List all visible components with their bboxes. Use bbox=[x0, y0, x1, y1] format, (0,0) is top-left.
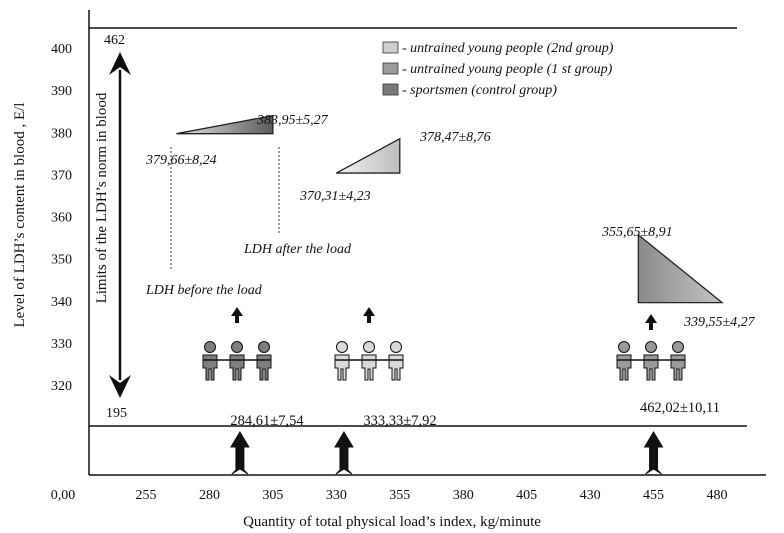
legend-swatch-2nd-group bbox=[382, 41, 399, 54]
x-tick-label: 480 bbox=[707, 488, 728, 503]
before-value-label: 370,31±4,23 bbox=[299, 189, 371, 204]
x-tick-label: 330 bbox=[326, 488, 347, 503]
person-icon bbox=[616, 341, 632, 381]
load-markers: 284,61±7,54 333,33±7,92 462,02±10,11 bbox=[230, 400, 720, 475]
y-axis-title: Level of LDH’s content in blood , E/l bbox=[12, 103, 28, 328]
y-tick-label: 320 bbox=[51, 379, 72, 394]
y-tick-label: 390 bbox=[51, 84, 72, 99]
people-group bbox=[334, 307, 404, 381]
annotation-before-load: LDH before the load bbox=[145, 283, 263, 298]
people-group bbox=[616, 314, 686, 381]
group-wedge bbox=[176, 114, 274, 135]
x-tick-label: 430 bbox=[580, 488, 601, 503]
person-icon bbox=[388, 341, 404, 381]
group-people-icons bbox=[202, 307, 686, 381]
norm-arrow-label: Limits of the LDH’s norm in blood bbox=[94, 92, 110, 303]
legend: - untrained young people (2nd group) - u… bbox=[382, 41, 614, 98]
x-tick-label: 305 bbox=[262, 488, 283, 503]
person-icon bbox=[256, 341, 272, 381]
x-axis-title: Quantity of total physical load’s index,… bbox=[243, 514, 541, 530]
person-icon bbox=[202, 341, 218, 381]
y-tick-label: 400 bbox=[51, 42, 72, 57]
x-tick-label: 380 bbox=[453, 488, 474, 503]
after-value-label: 378,47±8,76 bbox=[419, 130, 491, 145]
x-tick-labels: 0,00 255 280 305 330 355 380 405 430 455 480 bbox=[51, 488, 728, 503]
y-tick-label: 370 bbox=[51, 168, 72, 183]
y-tick-label: 380 bbox=[51, 126, 72, 141]
norm-upper-label: 462 bbox=[104, 33, 125, 48]
y-tick-label: 330 bbox=[51, 337, 72, 352]
load-arrow: 284,61±7,54 bbox=[230, 413, 304, 475]
small-up-arrow bbox=[231, 307, 243, 323]
x-tick-label: 455 bbox=[643, 488, 664, 503]
legend-label-2nd-group: - untrained young people (2nd group) bbox=[402, 41, 614, 56]
y-tick-label: 350 bbox=[51, 253, 72, 268]
before-value-label: 379,66±8,24 bbox=[145, 153, 217, 168]
group-wedge bbox=[637, 233, 724, 304]
x-tick-label: 280 bbox=[199, 488, 220, 503]
load-value-label: 333,33±7,92 bbox=[363, 413, 436, 429]
group-wedges: 379,66±8,24 383,95±5,27 370,31±4,23 378,47±… bbox=[145, 113, 756, 330]
x-tick-label: 0,00 bbox=[51, 488, 76, 503]
group-wedge bbox=[336, 137, 401, 174]
load-value-label: 462,02±10,11 bbox=[640, 400, 720, 416]
x-tick-label: 355 bbox=[389, 488, 410, 503]
legend-swatch-sportsmen bbox=[382, 83, 399, 96]
x-tick-label: 405 bbox=[516, 488, 537, 503]
after-value-label: 339,55±4,27 bbox=[683, 315, 756, 330]
x-tick-label: 255 bbox=[136, 488, 157, 503]
legend-label-sportsmen: - sportsmen (control group) bbox=[402, 83, 557, 98]
legend-swatch-1st-group bbox=[382, 62, 399, 75]
after-value-label: 383,95±5,27 bbox=[256, 113, 329, 128]
people-group bbox=[202, 307, 272, 381]
y-tick-label: 360 bbox=[51, 211, 72, 226]
y-tick-labels: 320 330 340 350 360 370 380 390 400 bbox=[51, 42, 72, 394]
y-tick-label: 340 bbox=[51, 295, 72, 310]
norm-range-arrow: 462 195 Limits of the LDH’s norm in bloo… bbox=[94, 33, 131, 421]
legend-label-1st-group: - untrained young people (1 st group) bbox=[402, 62, 613, 77]
annotation-after-load: LDH after the load bbox=[243, 242, 352, 257]
load-arrow: 333,33±7,92 bbox=[334, 413, 437, 475]
person-icon bbox=[229, 341, 245, 381]
person-icon bbox=[334, 341, 350, 381]
person-icon bbox=[670, 341, 686, 381]
small-up-arrow bbox=[645, 314, 657, 330]
person-icon bbox=[361, 341, 377, 381]
load-value-label: 284,61±7,54 bbox=[230, 413, 304, 429]
norm-lower-label: 195 bbox=[106, 406, 127, 421]
person-icon bbox=[643, 341, 659, 381]
load-arrow: 462,02±10,11 bbox=[640, 400, 720, 475]
before-value-label: 355,65±8,91 bbox=[601, 225, 673, 240]
small-up-arrow bbox=[363, 307, 375, 323]
